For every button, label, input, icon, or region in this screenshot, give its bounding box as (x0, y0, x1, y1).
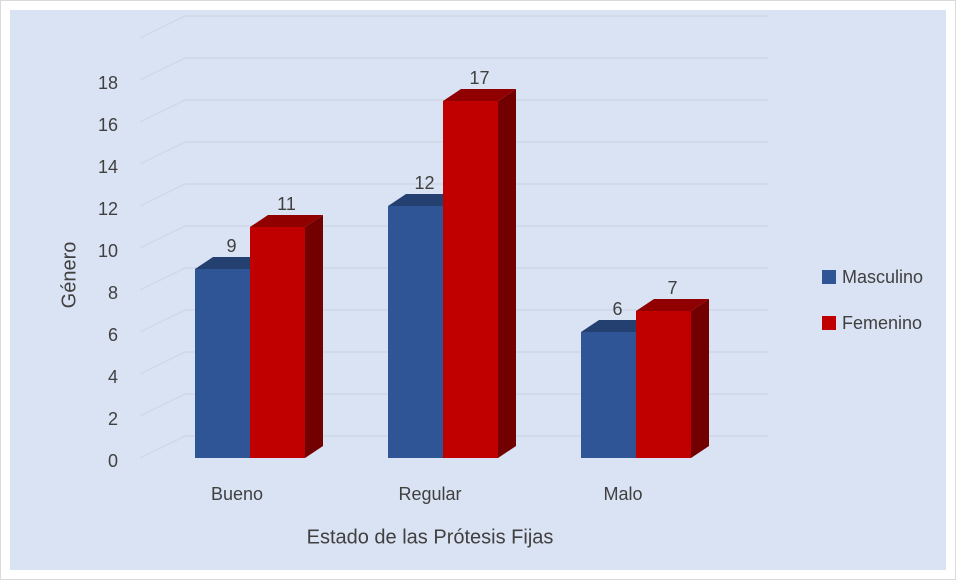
bar-side (691, 299, 709, 458)
grid-line (139, 99, 768, 123)
y-tick-label: 4 (108, 367, 118, 387)
y-tick-label: 8 (108, 283, 118, 303)
bar-side (498, 89, 516, 458)
grid-line (139, 393, 768, 417)
bar-top (581, 320, 654, 332)
grid-line (139, 351, 768, 375)
data-label: 17 (469, 68, 489, 88)
x-tick-label: Regular (398, 484, 461, 504)
grid-line (139, 267, 768, 291)
y-tick-label: 18 (98, 73, 118, 93)
bar-front (443, 101, 498, 458)
bar (250, 215, 323, 458)
bar (443, 89, 516, 458)
bar (195, 257, 268, 458)
legend-label: Femenino (842, 313, 922, 333)
x-tick-label: Bueno (211, 484, 263, 504)
data-label: 12 (414, 173, 434, 193)
bar-front (250, 227, 305, 458)
grid (139, 15, 768, 459)
legend-label: Masculino (842, 267, 923, 287)
bar-top (636, 299, 709, 311)
bar-front (195, 269, 250, 458)
y-tick-label: 12 (98, 199, 118, 219)
bar-side (305, 215, 323, 458)
data-label: 9 (226, 236, 236, 256)
bar-front (581, 332, 636, 458)
grid-line (139, 57, 768, 81)
y-tick-label: 2 (108, 409, 118, 429)
x-axis-title: Estado de las Prótesis Fijas (307, 526, 554, 548)
y-tick-label: 16 (98, 115, 118, 135)
bar-top (388, 194, 461, 206)
bar-top (195, 257, 268, 269)
data-label: 6 (612, 299, 622, 319)
y-tick-label: 14 (98, 157, 118, 177)
bar-top (250, 215, 323, 227)
y-axis-title: Género (58, 242, 80, 309)
y-tick-label: 0 (108, 451, 118, 471)
grid-line (139, 225, 768, 249)
bar-front (388, 206, 443, 458)
y-tick-label: 10 (98, 241, 118, 261)
legend-swatch (822, 316, 836, 330)
bar-top (443, 89, 516, 101)
grid-line (139, 435, 768, 459)
x-tick-label: Malo (603, 484, 642, 504)
grid-line (139, 141, 768, 165)
bar (636, 299, 709, 458)
data-label: 11 (277, 194, 296, 214)
legend-swatch (822, 270, 836, 284)
bar-front (636, 311, 691, 458)
grid-line (139, 309, 768, 333)
y-tick-label: 6 (108, 325, 118, 345)
data-label: 7 (667, 278, 677, 298)
grid-line (139, 15, 768, 39)
bars (195, 89, 709, 458)
grid-line (139, 183, 768, 207)
